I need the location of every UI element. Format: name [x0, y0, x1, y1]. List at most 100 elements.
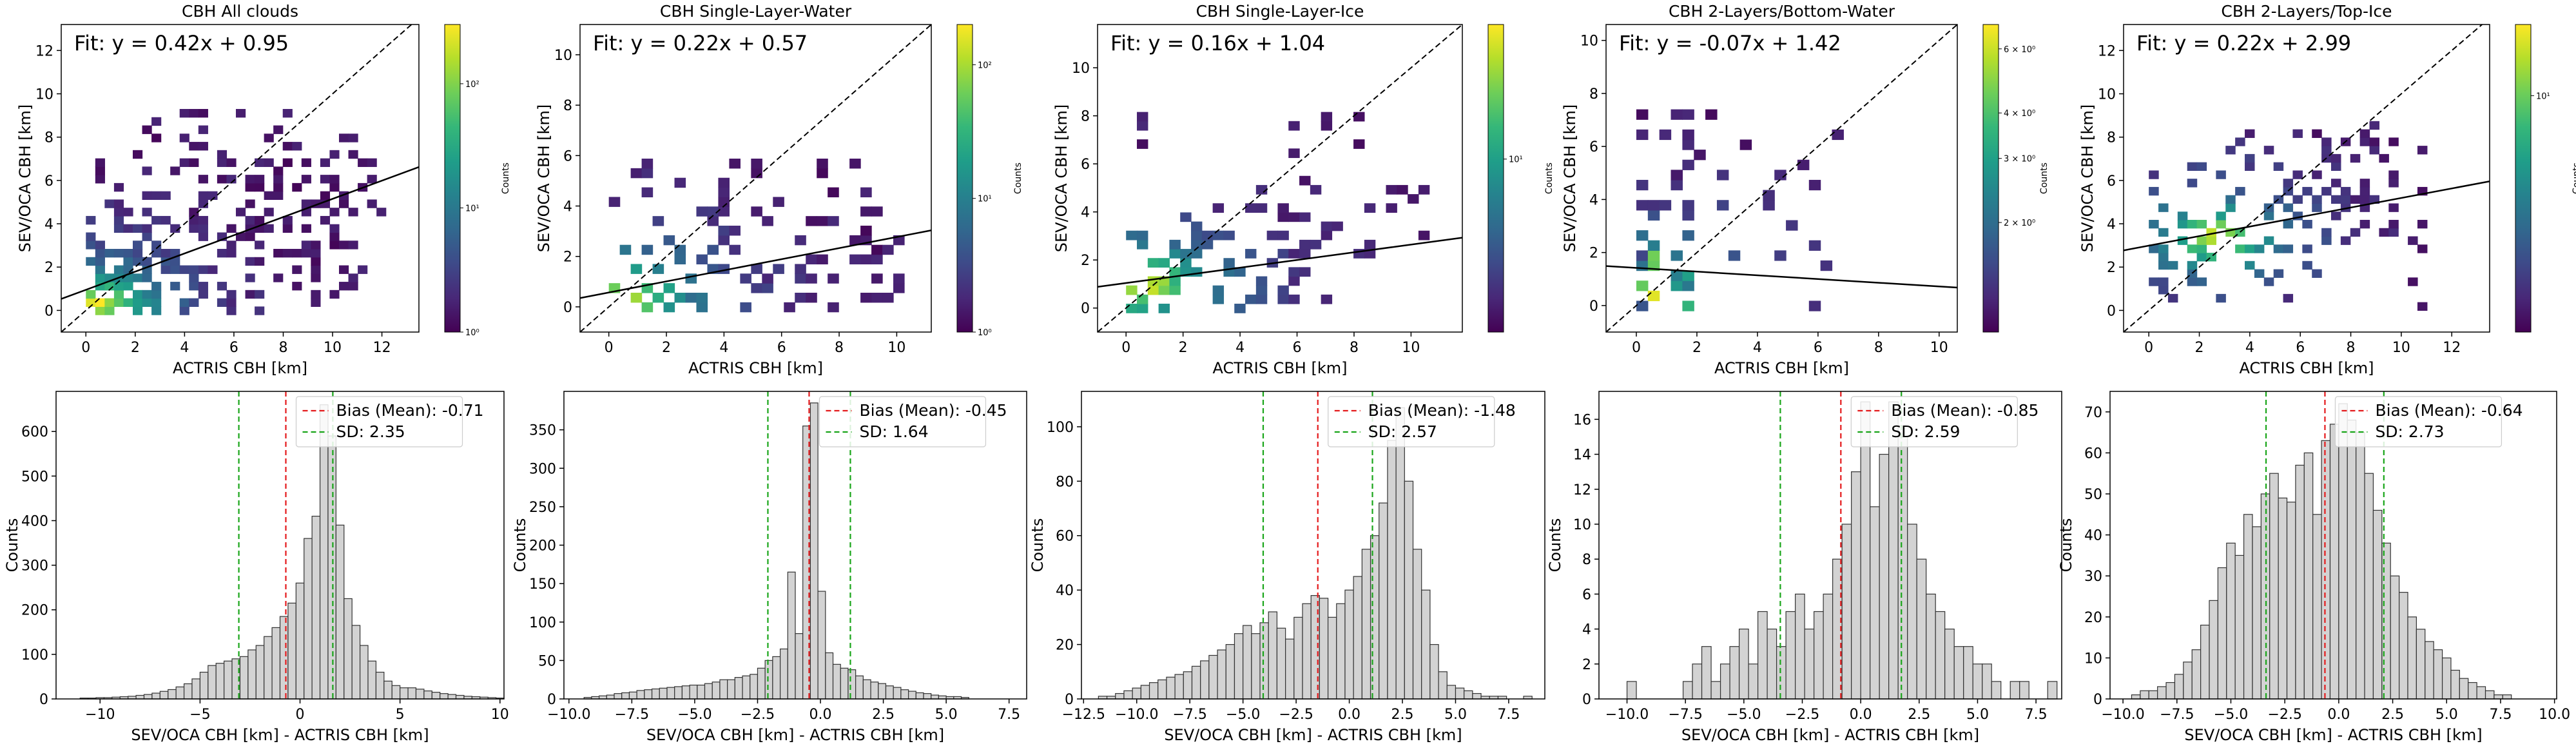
heatmap-cell	[2235, 244, 2245, 253]
heatmap-cell	[1321, 294, 1333, 304]
heatmap-cell	[2216, 293, 2226, 303]
heatmap-cell	[1169, 276, 1181, 286]
histogram-bar	[1738, 628, 1749, 700]
x-tick-label: 0.0	[809, 707, 832, 723]
x-tick-label: 6	[1814, 340, 1823, 356]
y-tick-label: 600	[21, 424, 48, 440]
heatmap-cell	[320, 191, 331, 201]
colorbar-tick-label: 10⁰	[978, 328, 992, 338]
heatmap-cell	[282, 109, 293, 118]
heatmap-cell	[226, 158, 237, 167]
heatmap-cell	[95, 306, 105, 315]
histogram-bar	[391, 685, 401, 700]
colorbar-tick-label: 10²	[978, 61, 992, 70]
heatmap-cell	[245, 257, 255, 266]
heatmap-cell	[1158, 285, 1170, 295]
x-tick-label: 10.0	[2539, 707, 2570, 723]
heatmap-cell	[160, 249, 171, 258]
x-tick-label: −10.0	[2101, 707, 2144, 723]
heatmap-cell	[630, 168, 643, 179]
histogram-bar	[1412, 549, 1422, 700]
heatmap-cell	[718, 226, 730, 236]
heatmap-cell	[795, 235, 806, 246]
y-tick-label: 0	[1582, 692, 1591, 708]
heatmap-cell	[2283, 203, 2294, 212]
heatmap-cell	[1647, 240, 1660, 251]
heatmap-cell	[1288, 276, 1300, 286]
legend: Bias (Mean): -0.85 SD: 2.59	[1850, 396, 2039, 447]
heatmap-cell	[1245, 294, 1257, 304]
heatmap-cell	[273, 166, 284, 175]
histogram-bar	[659, 687, 668, 700]
histogram-bar	[143, 694, 153, 700]
histogram-bar	[1327, 616, 1337, 700]
heatmap-cell	[273, 191, 284, 201]
heatmap-cell	[226, 290, 237, 299]
heatmap-cell	[133, 240, 143, 250]
histogram-bar	[1243, 625, 1252, 700]
identity-line	[580, 25, 931, 332]
heatmap-cell	[652, 264, 664, 274]
x-axis-label: ACTRIS CBH [km]	[1213, 359, 1348, 377]
heatmap-cell	[1786, 220, 1798, 231]
heatmap-cell	[2245, 129, 2255, 138]
fit-equation: Fit: y = -0.07x + 1.42	[1619, 31, 1841, 55]
heatmap-cell	[179, 298, 189, 307]
heatmap-cell	[795, 293, 806, 303]
colorbar	[2515, 24, 2532, 333]
identity-line	[1098, 25, 1462, 332]
heatmap-cell	[95, 298, 105, 307]
histogram-bar	[1897, 436, 1908, 700]
heatmap-cell	[1353, 139, 1365, 149]
heatmap-cell	[282, 249, 293, 258]
legend-box	[818, 396, 987, 447]
heatmap-cell	[2330, 179, 2341, 188]
heatmap-cell	[2359, 195, 2370, 204]
histogram-bar	[1421, 589, 1431, 700]
y-tick-label: 8	[563, 98, 572, 114]
heatmap-cell	[871, 206, 883, 217]
histogram-bar	[1701, 646, 1712, 700]
histogram-bar	[666, 687, 675, 700]
y-tick-label: 400	[21, 513, 48, 529]
heatmap-cell	[2273, 244, 2284, 253]
y-axis-label: SEV/OCA CBH [km]	[1052, 104, 1070, 253]
heatmap-cell	[1636, 109, 1649, 120]
histogram-bar	[295, 582, 305, 700]
heatmap-cell	[707, 216, 719, 226]
heatmap-cell	[2369, 121, 2380, 130]
heatmap-cell	[198, 282, 208, 291]
fit-equation: Fit: y = 0.22x + 2.99	[2136, 31, 2351, 55]
histogram-bar	[809, 402, 818, 700]
histogram-bars	[583, 402, 969, 700]
heatmap-cell	[151, 306, 162, 315]
histogram-bar	[1123, 690, 1133, 700]
heatmap-cell	[1832, 129, 1844, 141]
heatmap-cells	[2149, 121, 2428, 311]
histogram-bar	[2329, 424, 2339, 700]
heatmap-cell	[301, 158, 311, 167]
histogram-bar	[893, 687, 902, 700]
heatmap-cell	[170, 265, 180, 274]
histogram-bar	[2209, 600, 2218, 700]
heatmap-cell	[795, 264, 806, 274]
histogram-bar	[2450, 669, 2460, 700]
histogram-bar	[2295, 464, 2305, 700]
heatmap-cell	[133, 150, 143, 159]
legend-box	[295, 396, 463, 447]
histogram-bar	[215, 663, 225, 700]
y-tick-label: 8	[1081, 109, 1090, 125]
heatmap-cell	[1180, 258, 1192, 268]
histogram-bar	[1251, 633, 1261, 700]
heatmap-cell	[235, 109, 246, 118]
histogram-bar	[644, 689, 653, 700]
histogram-bar	[2278, 497, 2288, 700]
panel-title: CBH All clouds	[182, 2, 298, 21]
histogram-bar	[674, 686, 683, 700]
heatmap-cell	[113, 290, 124, 299]
heatmap-cell	[142, 191, 152, 201]
histogram-bar	[734, 677, 743, 700]
heatmap-cell	[828, 187, 839, 198]
heatmap-cell	[179, 306, 189, 315]
histogram-bar	[1464, 690, 1473, 700]
